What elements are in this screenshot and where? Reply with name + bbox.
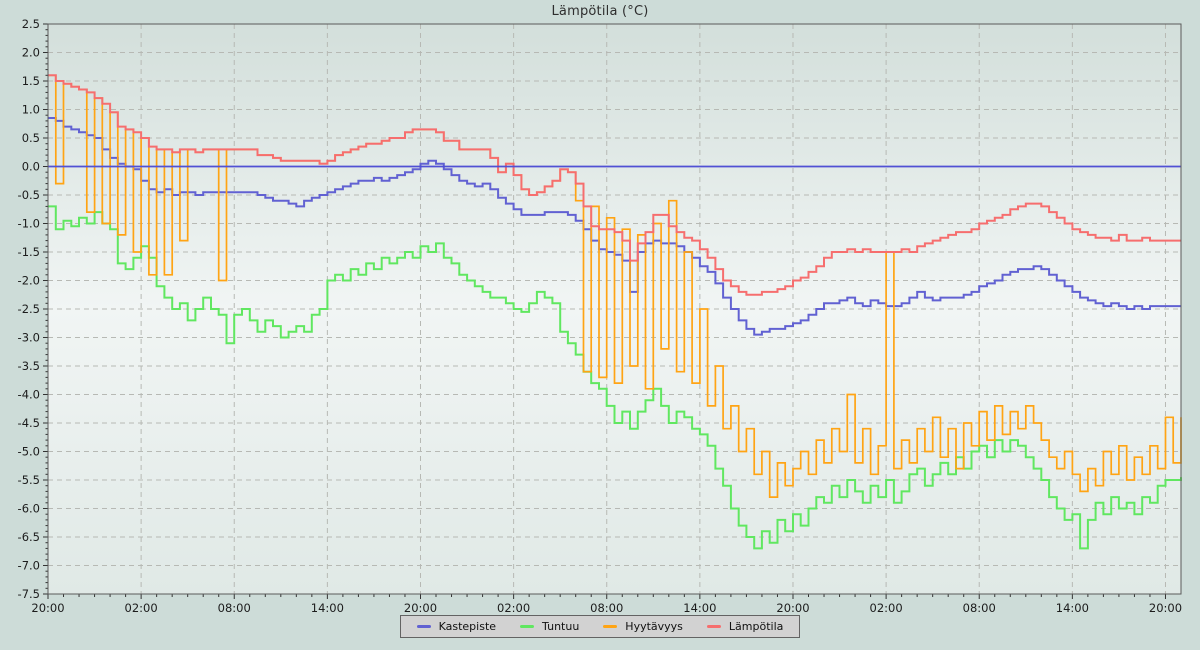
svg-text:-4.5: -4.5 [18, 416, 40, 430]
svg-text:0.0: 0.0 [22, 160, 40, 174]
svg-text:08:00: 08:00 [963, 601, 996, 615]
svg-text:02:00: 02:00 [125, 601, 158, 615]
legend-item-tuntuu: Tuntuu [520, 621, 579, 632]
legend-label-kastepiste: Kastepiste [438, 620, 497, 633]
svg-text:14:00: 14:00 [683, 601, 716, 615]
svg-text:02:00: 02:00 [497, 601, 530, 615]
svg-text:20:00: 20:00 [776, 601, 809, 615]
legend-label-tuntuu: Tuntuu [542, 620, 580, 633]
svg-text:20:00: 20:00 [404, 601, 437, 615]
svg-text:-3.5: -3.5 [18, 359, 40, 373]
svg-text:20:00: 20:00 [1149, 601, 1182, 615]
svg-text:2.0: 2.0 [22, 46, 40, 60]
legend-swatch-hyytavyys-icon [603, 625, 618, 628]
legend-label-hyytavyys: Hyytävyys [625, 620, 683, 633]
legend-item-kastepiste: Kastepiste [416, 620, 497, 633]
svg-text:08:00: 08:00 [218, 601, 251, 615]
svg-text:-7.0: -7.0 [18, 559, 40, 573]
legend-swatch-tuntuu-icon [520, 625, 535, 628]
svg-text:-6.0: -6.0 [18, 502, 40, 516]
svg-text:-3.0: -3.0 [18, 331, 40, 345]
legend-swatch-kastepiste-icon [416, 625, 431, 628]
svg-text:1.0: 1.0 [22, 103, 40, 117]
svg-text:1.5: 1.5 [22, 74, 40, 88]
svg-text:08:00: 08:00 [590, 601, 623, 615]
legend-label-lampotila: Lämpötila [728, 620, 784, 633]
svg-text:02:00: 02:00 [870, 601, 903, 615]
svg-text:-0.5: -0.5 [18, 188, 40, 202]
svg-text:-1.0: -1.0 [18, 217, 40, 231]
svg-text:-5.0: -5.0 [18, 445, 40, 459]
svg-text:20:00: 20:00 [31, 601, 64, 615]
legend-item-lampotila: Lämpötila [706, 620, 784, 633]
svg-text:14:00: 14:00 [311, 601, 344, 615]
svg-text:-1.5: -1.5 [18, 245, 40, 259]
chart-title: Lämpötila (°C) [551, 4, 649, 19]
legend-item-hyytavyys: Hyytävyys [603, 621, 683, 632]
svg-text:-4.0: -4.0 [18, 388, 40, 402]
svg-text:-5.5: -5.5 [18, 473, 40, 487]
svg-text:14:00: 14:00 [1056, 601, 1089, 615]
svg-text:-6.5: -6.5 [18, 530, 40, 544]
svg-text:2.5: 2.5 [22, 17, 40, 31]
svg-text:-2.5: -2.5 [18, 302, 40, 316]
svg-text:-7.5: -7.5 [18, 587, 40, 601]
svg-text:0.5: 0.5 [22, 131, 40, 145]
svg-text:-2.0: -2.0 [18, 274, 40, 288]
legend-swatch-lampotila-icon [706, 625, 721, 628]
chart-legend: Kastepiste Tuntuu Hyytävyys Lämpötila [399, 615, 801, 638]
